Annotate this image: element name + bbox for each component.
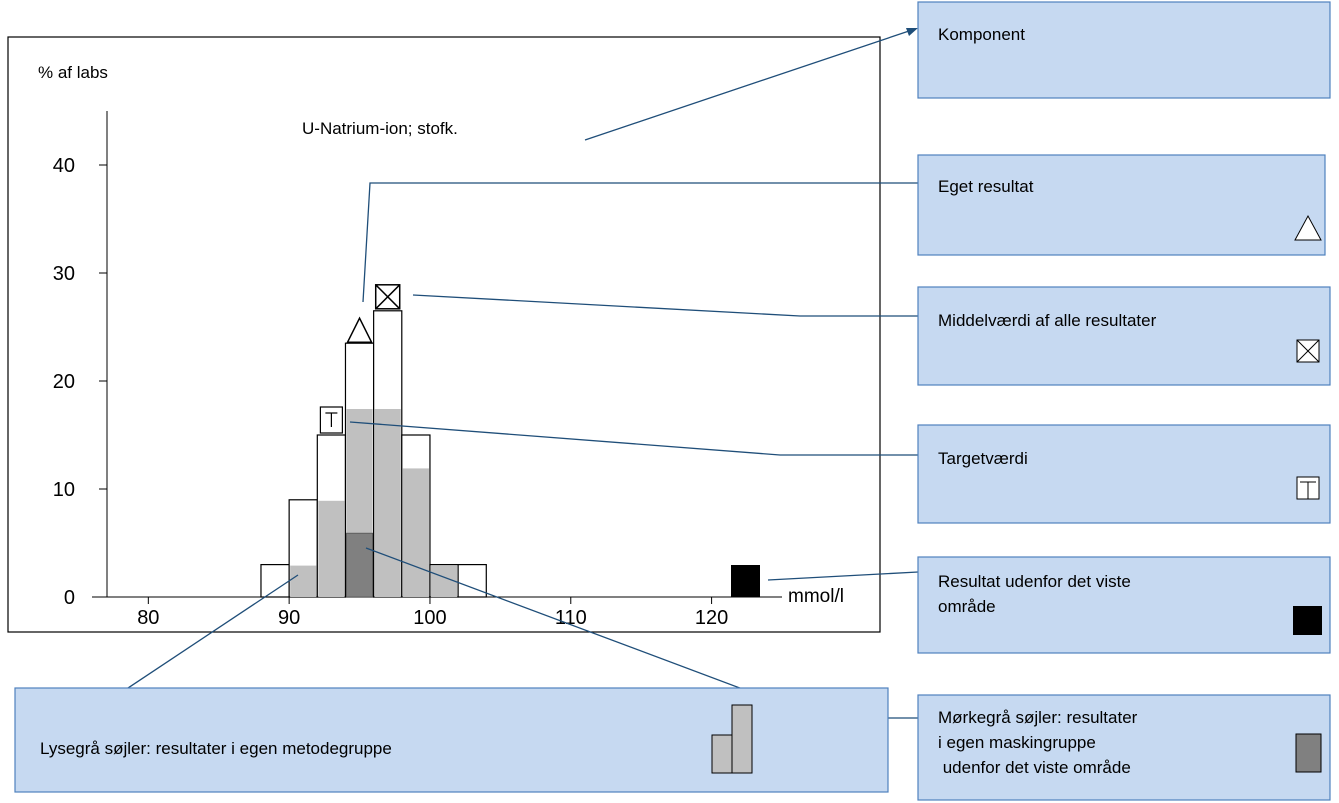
arrow-head	[906, 28, 918, 36]
callout-box	[917, 286, 1331, 386]
y-tick-label: 40	[53, 155, 75, 177]
plot: 0 10 20 30 40 80 90 100 110 120	[53, 111, 782, 629]
x-tick-label: 110	[555, 607, 587, 629]
icon-triangle	[1294, 214, 1322, 241]
callout-text: Resultat udenfor det viste	[938, 572, 1131, 591]
callout-text: i egen maskingruppe	[938, 733, 1096, 752]
x-tick-label: 90	[278, 607, 300, 629]
icon-dark-bar	[1295, 733, 1322, 773]
icon-target	[1296, 476, 1320, 500]
y-tick-label: 20	[53, 371, 75, 393]
callout-text: udenfor det viste område	[938, 758, 1131, 777]
x-tick-label: 100	[413, 607, 446, 629]
callout-text: Lysegrå søjler: resultater i egen metode…	[40, 739, 392, 758]
callout-box	[917, 556, 1331, 654]
chart-title: U-Natrium-ion; stofk.	[302, 119, 458, 138]
mean-cross	[375, 284, 401, 310]
callout-box	[917, 1, 1331, 99]
callouts: Komponent Eget resultat Middelværdi af a…	[14, 1, 1331, 801]
y-axis-label: % af labs	[38, 63, 108, 82]
callout-text: område	[938, 597, 996, 616]
icon-bars	[711, 704, 753, 774]
target-marker	[319, 406, 343, 434]
y-tick-label: 0	[64, 587, 75, 609]
bar	[260, 563, 290, 598]
bar	[374, 409, 401, 597]
callout-text: Komponent	[938, 25, 1025, 44]
y-tick-label: 10	[53, 479, 75, 501]
callout-text: Middelværdi af alle resultater	[938, 311, 1157, 330]
chart-frame	[7, 36, 881, 633]
own-result-marker	[346, 316, 373, 343]
leader-line	[124, 574, 299, 691]
bar	[290, 565, 317, 597]
callout-text: Targetværdi	[938, 449, 1028, 468]
bar	[402, 468, 429, 597]
x-tick-label: 120	[695, 607, 728, 629]
callout-box	[917, 694, 1331, 801]
bar	[346, 532, 374, 598]
icon-mean	[1296, 339, 1320, 363]
callout-text: Mørkegrå søjler: resultater	[938, 708, 1138, 727]
callout-box	[917, 424, 1331, 524]
leader-line	[767, 571, 919, 581]
x-tick-label: 80	[137, 607, 159, 629]
leader-line	[349, 421, 918, 456]
callout-text: Eget resultat	[938, 177, 1034, 196]
outside-marker	[731, 565, 760, 597]
icon-outside	[1293, 606, 1322, 635]
y-tick-label: 30	[53, 263, 75, 285]
mean-marker	[374, 284, 401, 310]
x-axis-label: mmol/l	[788, 586, 844, 607]
leader-line	[584, 29, 913, 141]
bar	[318, 500, 345, 597]
callout-box	[917, 154, 1326, 256]
bar	[430, 565, 458, 597]
leader-line	[412, 294, 918, 317]
leader-line	[362, 182, 918, 303]
